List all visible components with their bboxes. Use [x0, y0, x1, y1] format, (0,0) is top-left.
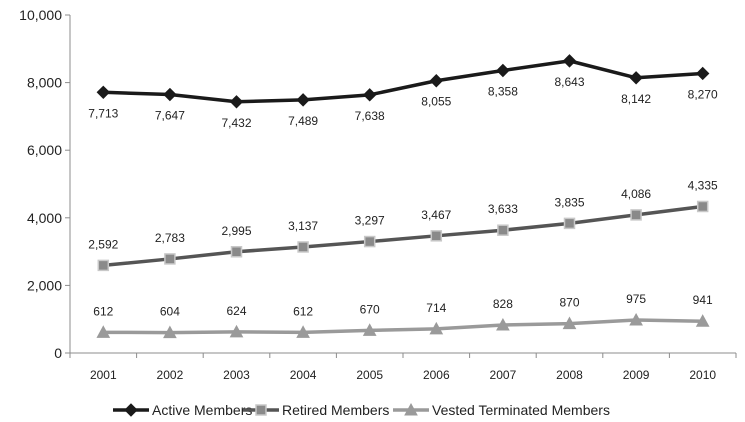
data-label-vested-terminated-members: 612	[293, 304, 313, 318]
data-point-active-members	[496, 63, 510, 78]
data-point-vested-terminated-members	[362, 323, 377, 336]
data-point-retired-members	[630, 209, 642, 221]
data-point-active-members	[163, 87, 177, 102]
legend-label: Vested Terminated Members	[432, 402, 610, 418]
data-point-retired-members	[497, 224, 509, 236]
legend-marker-retired-members	[255, 404, 267, 416]
legend-item-vested-terminated-members: Vested Terminated Members	[393, 402, 610, 418]
legend-label: Active Members	[152, 402, 252, 418]
data-label-active-members: 8,270	[688, 87, 718, 101]
data-point-retired-members	[97, 259, 110, 272]
data-point-vested-terminated-members	[496, 317, 510, 331]
data-point-retired-members	[363, 235, 376, 248]
x-tick-label: 2009	[623, 368, 650, 382]
x-tick-label: 2007	[490, 368, 517, 382]
data-point-retired-members	[563, 217, 576, 230]
data-point-retired-members	[696, 200, 709, 213]
y-tick-label: 6,000	[27, 142, 62, 158]
series-line-active-members	[103, 59, 703, 104]
data-label-active-members: 8,643	[554, 75, 584, 89]
data-label-vested-terminated-members: 714	[426, 301, 446, 315]
data-label-vested-terminated-members: 670	[360, 302, 380, 316]
data-label-active-members: 7,489	[288, 114, 318, 128]
series-markers	[96, 54, 710, 339]
data-point-active-members	[362, 88, 377, 102]
data-label-active-members: 7,647	[155, 109, 185, 123]
data-label-active-members: 8,142	[621, 92, 651, 106]
data-label-retired-members: 4,086	[621, 187, 651, 201]
data-label-retired-members: 2,592	[88, 237, 118, 251]
data-label-active-members: 8,055	[421, 95, 451, 109]
data-label-retired-members: 3,467	[421, 208, 451, 222]
y-tick-label: 2,000	[27, 277, 62, 293]
data-point-vested-terminated-members	[96, 325, 111, 338]
data-label-vested-terminated-members: 941	[693, 293, 713, 307]
data-label-vested-terminated-members: 604	[160, 305, 180, 319]
data-label-retired-members: 2,783	[155, 231, 185, 245]
data-label-vested-terminated-members: 975	[626, 292, 646, 306]
data-point-vested-terminated-members	[629, 313, 643, 326]
data-point-vested-terminated-members	[296, 325, 310, 338]
data-point-active-members	[96, 85, 111, 100]
x-tick-label: 2006	[423, 368, 450, 382]
data-point-active-members	[695, 66, 710, 81]
data-point-vested-terminated-members	[163, 325, 177, 339]
data-point-retired-members	[430, 230, 443, 242]
data-label-active-members: 7,638	[355, 109, 385, 123]
x-tick-label: 2005	[356, 368, 383, 382]
data-point-active-members	[629, 71, 643, 85]
data-labels: 7,713 7,647 7,432 7,489 7,638 8,055 8,358 8,643…	[88, 75, 718, 319]
data-point-active-members	[229, 95, 244, 109]
data-label-active-members: 7,432	[221, 116, 251, 130]
y-tick-label: 10,000	[19, 7, 62, 23]
legend-label: Retired Members	[282, 402, 389, 418]
x-tick-label: 2001	[90, 368, 117, 382]
data-label-retired-members: 2,995	[221, 224, 251, 238]
data-label-vested-terminated-members: 624	[226, 304, 246, 318]
data-label-retired-members: 3,835	[554, 195, 584, 209]
data-label-vested-terminated-members: 870	[559, 296, 579, 310]
data-label-retired-members: 3,297	[355, 214, 385, 228]
x-tick-label: 2003	[223, 368, 250, 382]
x-tick-label: 2002	[157, 368, 184, 382]
series-line-vested-terminated-members	[103, 318, 703, 335]
data-point-active-members	[296, 93, 310, 107]
x-tick-label: 2004	[290, 368, 317, 382]
data-point-vested-terminated-members	[695, 314, 710, 327]
series-line-retired-members	[103, 204, 703, 268]
legend-marker-active-members	[124, 403, 138, 417]
y-tick-label: 4,000	[27, 210, 62, 226]
data-point-active-members	[429, 74, 444, 88]
data-label-retired-members: 3,633	[488, 202, 518, 216]
data-point-vested-terminated-members	[562, 316, 577, 330]
legend: Active Members Retired Members Vested Term…	[113, 402, 610, 418]
data-label-retired-members: 3,137	[288, 219, 318, 233]
data-point-active-members	[562, 54, 577, 68]
data-label-vested-terminated-members: 828	[493, 297, 513, 311]
data-label-vested-terminated-members: 612	[93, 304, 113, 318]
y-tick-label: 8,000	[27, 75, 62, 91]
chart-axes: 0 2,000 4,000 6,000 8,000 10,000 2001 2002 2003 2…	[19, 7, 737, 382]
x-tick-label: 2008	[556, 368, 583, 382]
x-tick-label: 2010	[689, 368, 716, 382]
data-point-retired-members	[164, 253, 176, 265]
data-point-vested-terminated-members	[429, 321, 444, 335]
data-point-retired-members	[230, 246, 243, 258]
y-tick-label: 0	[54, 345, 62, 361]
data-point-vested-terminated-members	[229, 324, 244, 338]
legend-item-active-members: Active Members	[113, 402, 252, 418]
data-point-retired-members	[297, 241, 309, 253]
legend-marker-vested-terminated-members	[404, 402, 418, 416]
data-label-active-members: 7,713	[88, 106, 118, 120]
data-label-active-members: 8,358	[488, 84, 518, 98]
legend-item-retired-members: Retired Members	[243, 402, 389, 418]
data-label-retired-members: 4,335	[688, 178, 718, 192]
series-lines	[103, 59, 703, 335]
